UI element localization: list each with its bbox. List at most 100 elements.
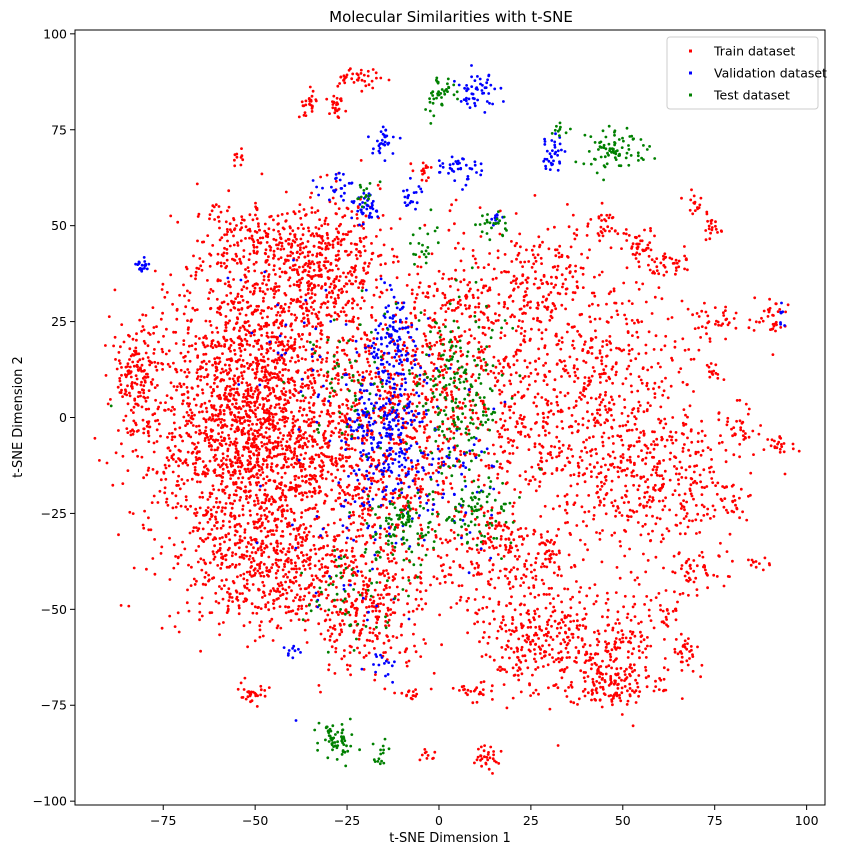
data-point bbox=[214, 600, 218, 603]
data-point bbox=[340, 291, 343, 295]
data-point bbox=[219, 371, 223, 375]
data-point bbox=[324, 266, 328, 270]
data-point bbox=[179, 385, 183, 389]
data-point bbox=[356, 464, 360, 468]
data-point bbox=[114, 358, 117, 361]
data-point bbox=[263, 546, 267, 550]
data-point bbox=[210, 404, 213, 407]
data-point bbox=[243, 348, 247, 351]
data-point bbox=[261, 290, 265, 294]
data-point bbox=[199, 649, 203, 653]
data-point bbox=[145, 473, 149, 477]
data-point bbox=[293, 383, 297, 387]
data-point bbox=[494, 312, 497, 316]
data-point bbox=[238, 541, 242, 544]
data-point bbox=[550, 472, 554, 475]
data-point bbox=[145, 567, 148, 571]
data-point bbox=[203, 575, 207, 579]
data-point bbox=[235, 530, 239, 534]
data-point bbox=[342, 271, 345, 275]
data-point bbox=[240, 539, 244, 543]
data-point bbox=[303, 568, 307, 571]
data-point bbox=[576, 329, 579, 333]
data-point bbox=[459, 349, 463, 353]
data-point bbox=[179, 351, 183, 355]
data-point bbox=[230, 299, 233, 303]
data-point bbox=[523, 594, 526, 598]
data-point bbox=[239, 681, 243, 685]
data-point bbox=[347, 564, 351, 567]
data-point bbox=[377, 487, 381, 491]
data-point bbox=[223, 540, 226, 544]
data-point bbox=[394, 561, 398, 565]
data-point bbox=[429, 420, 433, 424]
data-point bbox=[355, 535, 358, 539]
data-point bbox=[303, 441, 307, 445]
data-point bbox=[239, 294, 243, 298]
data-point bbox=[376, 567, 379, 571]
data-point bbox=[309, 548, 313, 552]
data-point bbox=[354, 279, 358, 283]
data-point bbox=[364, 214, 368, 218]
data-point bbox=[227, 565, 231, 569]
data-point bbox=[179, 459, 182, 462]
data-point bbox=[218, 408, 222, 412]
data-point bbox=[414, 650, 418, 654]
data-point bbox=[348, 651, 352, 654]
data-point bbox=[277, 285, 281, 288]
data-point bbox=[320, 451, 323, 455]
data-point bbox=[275, 403, 278, 407]
data-point bbox=[338, 453, 342, 457]
data-point bbox=[298, 445, 302, 449]
data-point bbox=[317, 547, 321, 551]
data-point bbox=[420, 607, 424, 611]
data-point bbox=[343, 433, 346, 436]
data-point bbox=[293, 313, 297, 317]
data-point bbox=[217, 220, 221, 223]
data-point bbox=[479, 399, 483, 403]
data-point bbox=[178, 293, 182, 297]
data-point bbox=[113, 288, 117, 292]
data-point bbox=[265, 426, 268, 430]
data-point bbox=[552, 286, 556, 289]
data-point bbox=[231, 464, 235, 467]
data-point bbox=[376, 618, 379, 621]
data-point bbox=[276, 517, 280, 521]
data-point bbox=[409, 311, 413, 315]
data-point bbox=[195, 445, 198, 449]
data-point bbox=[224, 442, 228, 446]
data-point bbox=[276, 508, 280, 512]
data-point bbox=[354, 599, 357, 603]
data-point bbox=[452, 431, 456, 435]
data-point bbox=[208, 561, 212, 565]
data-point bbox=[267, 386, 271, 390]
data-point bbox=[354, 494, 358, 497]
data-point bbox=[514, 626, 518, 630]
data-point bbox=[260, 441, 263, 444]
data-point bbox=[503, 334, 507, 337]
data-point bbox=[177, 474, 181, 478]
data-point bbox=[386, 635, 389, 638]
data-point bbox=[271, 422, 274, 426]
data-point bbox=[322, 264, 326, 267]
data-point bbox=[217, 417, 221, 421]
data-point bbox=[207, 438, 211, 442]
data-point bbox=[550, 444, 553, 448]
data-point bbox=[414, 597, 418, 601]
data-point bbox=[350, 366, 354, 370]
data-point bbox=[190, 451, 194, 455]
data-point bbox=[266, 315, 269, 319]
data-point bbox=[262, 405, 265, 408]
data-point bbox=[569, 606, 573, 610]
data-point bbox=[172, 385, 176, 388]
data-point bbox=[296, 607, 300, 611]
data-point bbox=[271, 289, 275, 292]
data-point bbox=[305, 324, 309, 327]
data-point bbox=[296, 244, 300, 247]
data-point bbox=[301, 479, 304, 483]
data-point bbox=[363, 261, 367, 265]
data-point bbox=[263, 526, 267, 530]
data-point bbox=[555, 534, 559, 538]
data-point bbox=[316, 576, 319, 580]
data-point bbox=[575, 358, 579, 361]
